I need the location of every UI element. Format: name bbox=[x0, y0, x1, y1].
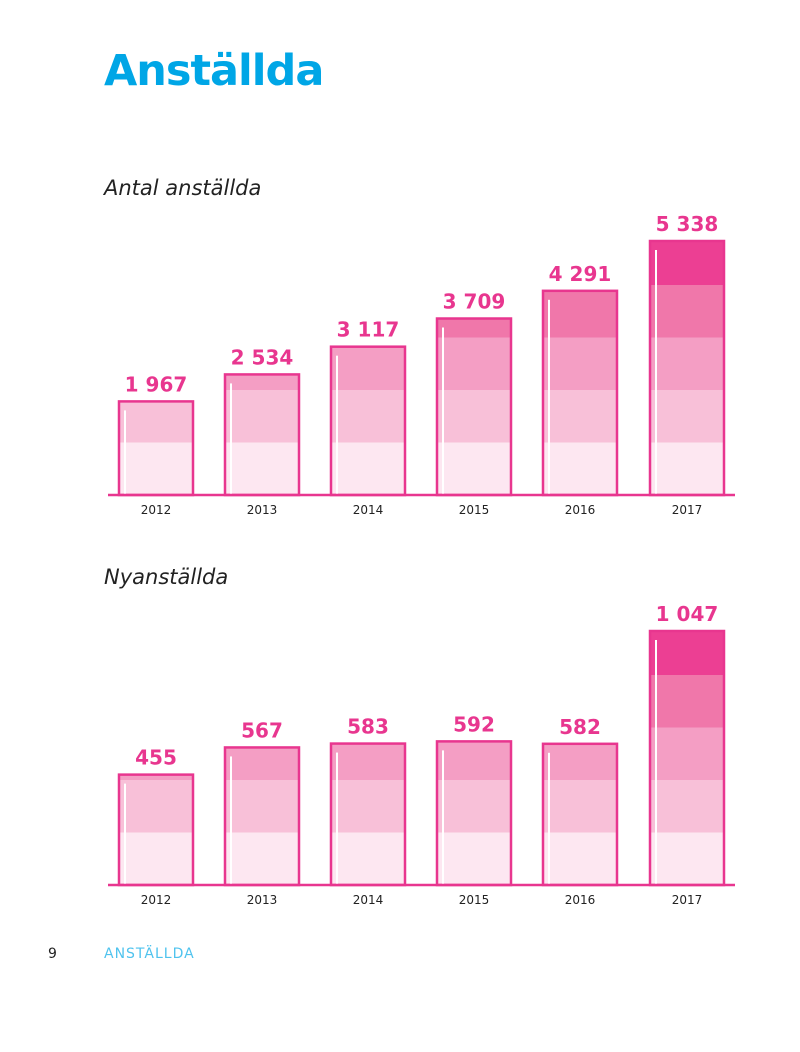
value-label: 1 967 bbox=[125, 372, 188, 396]
x-tick-label: 2012 bbox=[141, 503, 172, 517]
bar-band bbox=[437, 832, 511, 885]
section-label: ANSTÄLLDA bbox=[104, 946, 195, 962]
bar-band bbox=[119, 442, 193, 495]
bar-band bbox=[650, 780, 724, 833]
bar-group bbox=[223, 373, 301, 497]
bar-group bbox=[329, 742, 407, 887]
bar-band bbox=[650, 390, 724, 443]
chart-antal-anstallda: 1 967 2012 2 534 2013 3 117 2014 3 709 2015 4 29… bbox=[108, 212, 735, 517]
bar-band bbox=[437, 442, 511, 495]
bar-highlight bbox=[124, 410, 126, 495]
bar-band bbox=[543, 832, 617, 885]
bar-band bbox=[650, 241, 724, 285]
bar-band bbox=[225, 390, 299, 443]
bar-band bbox=[543, 442, 617, 495]
bar-band bbox=[225, 374, 299, 390]
x-tick-label: 2013 bbox=[247, 503, 278, 517]
bar-group bbox=[541, 742, 619, 887]
x-tick-label: 2015 bbox=[459, 893, 490, 907]
bar-highlight bbox=[336, 752, 338, 885]
value-label: 567 bbox=[241, 718, 283, 742]
bar-band bbox=[650, 631, 724, 675]
value-label: 592 bbox=[453, 712, 495, 736]
bar-highlight bbox=[442, 750, 444, 885]
bar-highlight bbox=[336, 355, 338, 495]
bar-band bbox=[543, 743, 617, 780]
chart-title-nyanstallda: Nyanställda bbox=[104, 565, 229, 589]
value-label: 3 709 bbox=[443, 290, 506, 314]
chart-nyanstallda: 455 2012 567 2013 583 2014 592 2015 582 2016 1 047… bbox=[108, 602, 735, 907]
bar-band bbox=[543, 780, 617, 833]
value-label: 4 291 bbox=[549, 262, 612, 286]
bar-group bbox=[329, 345, 407, 497]
bar-band bbox=[437, 780, 511, 833]
bar-highlight bbox=[442, 327, 444, 495]
bar-band bbox=[437, 337, 511, 390]
bar-band bbox=[331, 442, 405, 495]
x-tick-label: 2017 bbox=[672, 503, 703, 517]
bar-group bbox=[223, 746, 301, 887]
bar-band bbox=[437, 318, 511, 338]
bar-band bbox=[650, 727, 724, 780]
bar-band bbox=[437, 741, 511, 780]
value-label: 2 534 bbox=[231, 345, 294, 369]
x-tick-label: 2017 bbox=[672, 893, 703, 907]
x-tick-label: 2016 bbox=[565, 893, 596, 907]
bar-band bbox=[119, 832, 193, 885]
bar-band bbox=[119, 401, 193, 443]
bar-group bbox=[435, 740, 513, 887]
bar-band bbox=[225, 747, 299, 780]
x-tick-label: 2014 bbox=[353, 503, 384, 517]
bar-highlight bbox=[655, 640, 657, 885]
bar-group bbox=[435, 317, 513, 497]
bar-highlight bbox=[230, 756, 232, 885]
value-label: 3 117 bbox=[337, 318, 400, 342]
bar-band bbox=[650, 337, 724, 390]
bar-band bbox=[119, 780, 193, 833]
bar-band bbox=[543, 390, 617, 443]
x-tick-label: 2015 bbox=[459, 503, 490, 517]
x-tick-label: 2016 bbox=[565, 503, 596, 517]
bar-band bbox=[650, 285, 724, 338]
bar-band bbox=[331, 390, 405, 443]
bar-group bbox=[117, 400, 195, 497]
x-tick-label: 2013 bbox=[247, 893, 278, 907]
bar-band bbox=[119, 774, 193, 780]
bar-highlight bbox=[655, 250, 657, 495]
bar-highlight bbox=[230, 383, 232, 495]
bar-band bbox=[543, 337, 617, 390]
value-label: 455 bbox=[135, 746, 177, 770]
x-tick-label: 2012 bbox=[141, 893, 172, 907]
bar-band bbox=[225, 780, 299, 833]
bar-band bbox=[331, 743, 405, 780]
bar-highlight bbox=[124, 783, 126, 885]
bar-band bbox=[225, 832, 299, 885]
value-label: 582 bbox=[559, 715, 601, 739]
bar-highlight bbox=[548, 752, 550, 885]
bar-band bbox=[543, 290, 617, 338]
bar-band bbox=[331, 780, 405, 833]
value-label: 1 047 bbox=[656, 602, 719, 626]
bar-group bbox=[648, 629, 726, 887]
bar-group bbox=[117, 773, 195, 887]
bar-band bbox=[650, 442, 724, 495]
bar-band bbox=[331, 346, 405, 390]
page-number: 9 bbox=[48, 946, 57, 962]
bar-band bbox=[225, 442, 299, 495]
bar-highlight bbox=[548, 299, 550, 495]
bar-group bbox=[541, 289, 619, 497]
chart-title-antal-anstallda: Antal anställda bbox=[104, 176, 262, 200]
bar-band bbox=[331, 832, 405, 885]
bar-group bbox=[648, 239, 726, 497]
bar-band bbox=[650, 675, 724, 728]
value-label: 5 338 bbox=[656, 212, 719, 236]
bar-band bbox=[650, 832, 724, 885]
value-label: 583 bbox=[347, 715, 389, 739]
x-tick-label: 2014 bbox=[353, 893, 384, 907]
page-title: Anställda bbox=[104, 46, 324, 96]
bar-band bbox=[437, 390, 511, 443]
